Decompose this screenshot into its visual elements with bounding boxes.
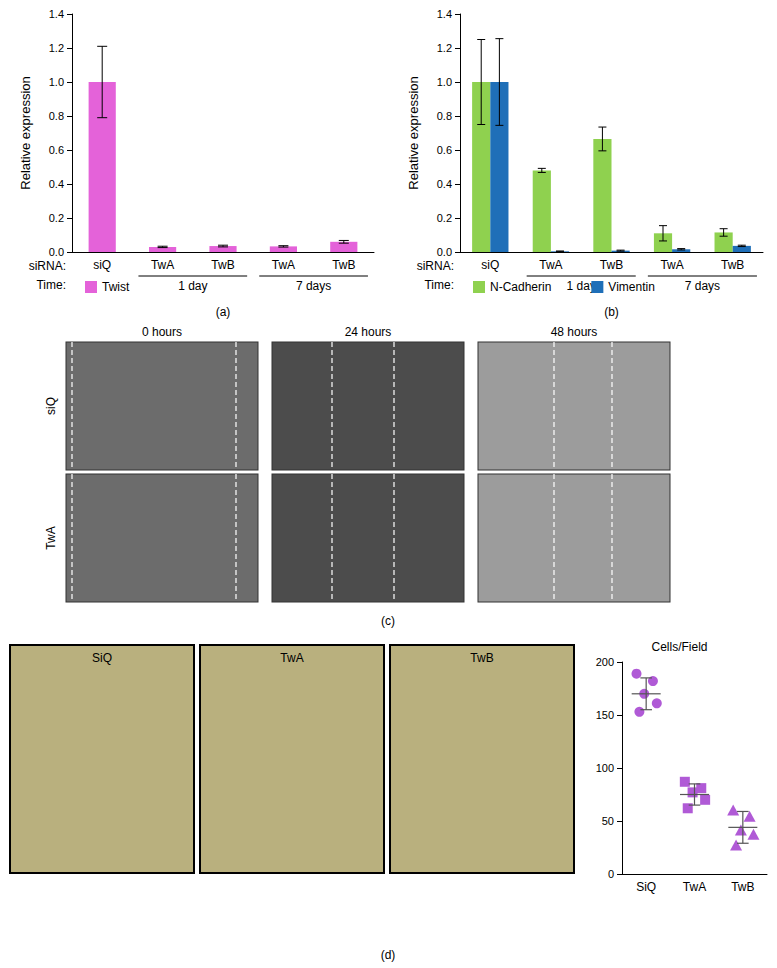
svg-text:TwB: TwB [332,258,355,272]
svg-text:0.8: 0.8 [437,110,452,122]
svg-text:1.2: 1.2 [437,42,452,54]
svg-text:siRNA:: siRNA: [29,259,66,273]
svg-text:100: 100 [596,762,614,774]
svg-text:0.0: 0.0 [437,246,452,258]
svg-text:0.2: 0.2 [437,212,452,224]
svg-text:siRNA:: siRNA: [417,259,454,273]
svg-text:0.4: 0.4 [437,178,452,190]
svg-text:TwB: TwB [600,258,623,272]
svg-text:(a): (a) [216,305,231,319]
svg-text:0.6: 0.6 [437,144,452,156]
svg-text:Twist: Twist [102,280,130,294]
svg-text:N-Cadherin: N-Cadherin [490,280,551,294]
svg-text:Relative expression: Relative expression [18,76,33,189]
svg-text:0: 0 [608,868,614,880]
svg-text:1 day: 1 day [178,279,207,293]
svg-text:1.4: 1.4 [49,8,64,20]
svg-text:SiQ: SiQ [636,880,656,894]
svg-text:Relative expression: Relative expression [406,76,421,189]
svg-text:7 days: 7 days [685,279,720,293]
svg-text:48 hours: 48 hours [551,325,598,339]
svg-text:50: 50 [602,815,614,827]
svg-text:TwB: TwB [470,651,493,665]
svg-text:1.4: 1.4 [437,8,452,20]
svg-text:TwA: TwA [44,526,58,549]
svg-text:TwA: TwA [280,651,303,665]
svg-text:0 hours: 0 hours [142,325,182,339]
svg-text:0.2: 0.2 [49,212,64,224]
svg-text:siQ: siQ [481,258,499,272]
svg-text:TwA: TwA [683,880,706,894]
svg-text:TwA: TwA [660,258,683,272]
svg-text:siQ: siQ [44,397,58,415]
svg-text:0.6: 0.6 [49,144,64,156]
svg-text:TwA: TwA [272,258,295,272]
svg-text:200: 200 [596,656,614,668]
svg-text:1 day: 1 day [566,279,596,293]
svg-text:siQ: siQ [93,258,111,272]
svg-text:Time:: Time: [36,278,66,292]
svg-text:Cells/Field: Cells/Field [651,640,707,654]
svg-text:Time:: Time: [424,278,454,292]
svg-text:TwA: TwA [539,258,562,272]
svg-text:0.8: 0.8 [49,110,64,122]
svg-text:0.4: 0.4 [49,178,64,190]
svg-text:150: 150 [596,709,614,721]
svg-text:Vimentin: Vimentin [608,280,654,294]
svg-text:24 hours: 24 hours [345,325,392,339]
svg-text:(d): (d) [381,948,396,962]
svg-text:TwB: TwB [721,258,744,272]
svg-text:0.0: 0.0 [49,246,64,258]
svg-text:(b): (b) [604,305,619,319]
svg-text:TwA: TwA [151,258,174,272]
svg-text:7 days: 7 days [296,279,331,293]
svg-text:SiQ: SiQ [92,651,112,665]
svg-text:TwB: TwB [731,880,754,894]
svg-text:(c): (c) [381,614,395,628]
svg-text:1.0: 1.0 [437,76,452,88]
svg-text:1.2: 1.2 [49,42,64,54]
svg-text:TwB: TwB [211,258,234,272]
svg-text:1.0: 1.0 [49,76,64,88]
